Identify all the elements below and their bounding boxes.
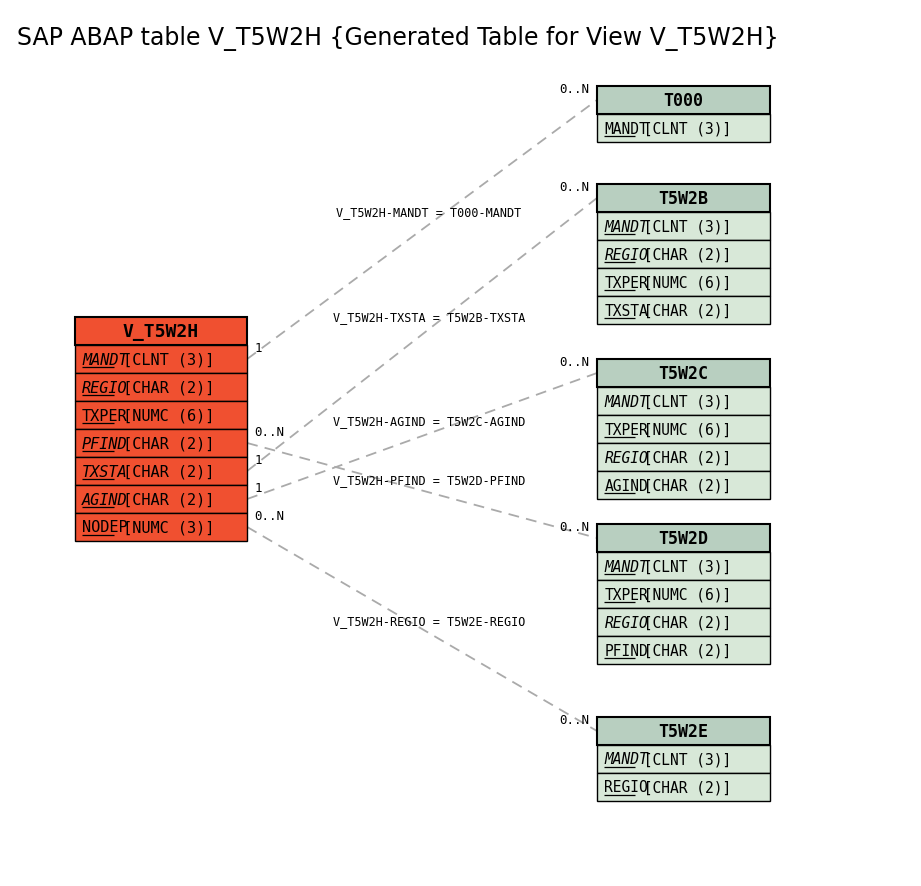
Text: 0..N: 0..N [254,509,285,523]
Text: [CHAR (2)]: [CHAR (2)] [635,642,731,657]
Text: [CHAR (2)]: [CHAR (2)] [635,780,731,795]
Text: [NUMC (6)]: [NUMC (6)] [635,422,731,437]
Text: SAP ABAP table V_T5W2H {Generated Table for View V_T5W2H}: SAP ABAP table V_T5W2H {Generated Table … [17,26,778,51]
Text: MANDT: MANDT [604,559,648,574]
Text: TXSTA: TXSTA [604,303,648,318]
Bar [597,115,770,143]
Bar [597,636,770,664]
Text: NODEP: NODEP [82,520,128,535]
Text: AGIND: AGIND [604,478,648,493]
Text: [CLNT (3)]: [CLNT (3)] [635,751,731,766]
Bar [597,241,770,268]
Text: 0..N: 0..N [254,425,285,439]
Bar [597,773,770,801]
Text: REGIO: REGIO [604,780,648,795]
Text: TXSTA: TXSTA [82,464,128,479]
Text: [NUMC (6)]: [NUMC (6)] [114,408,215,423]
Bar [597,360,770,387]
Text: [NUMC (3)]: [NUMC (3)] [114,520,215,535]
Text: REGIO: REGIO [604,615,648,630]
Text: [CHAR (2)]: [CHAR (2)] [114,436,215,451]
Text: 0..N: 0..N [559,83,589,96]
Bar [75,430,247,457]
Text: REGIO: REGIO [604,450,648,465]
Text: [NUMC (6)]: [NUMC (6)] [635,276,731,291]
Text: [CLNT (3)]: [CLNT (3)] [635,219,731,234]
Bar [597,745,770,773]
Text: MANDT: MANDT [604,219,648,234]
Bar [75,401,247,430]
Text: [NUMC (6)]: [NUMC (6)] [635,587,731,602]
Bar [597,471,770,500]
Text: V_T5W2H-PFIND = T5W2D-PFIND: V_T5W2H-PFIND = T5W2D-PFIND [332,474,525,486]
Text: 1: 1 [254,481,262,494]
Bar [597,717,770,745]
Bar [597,387,770,416]
Text: 0..N: 0..N [559,520,589,533]
Text: [CLNT (3)]: [CLNT (3)] [635,121,731,136]
Text: [CHAR (2)]: [CHAR (2)] [635,615,731,630]
Text: [CHAR (2)]: [CHAR (2)] [635,450,731,465]
Text: T5W2C: T5W2C [659,364,708,383]
Bar [597,297,770,324]
Text: 0..N: 0..N [559,181,589,194]
Text: [CHAR (2)]: [CHAR (2)] [635,478,731,493]
Text: [CLNT (3)]: [CLNT (3)] [114,352,215,367]
Bar [75,457,247,486]
Bar [597,87,770,115]
Text: T000: T000 [663,92,704,110]
Text: PFIND: PFIND [82,436,128,451]
Text: V_T5W2H: V_T5W2H [122,323,199,340]
Text: [CLNT (3)]: [CLNT (3)] [635,559,731,574]
Bar [75,513,247,541]
Bar [75,486,247,513]
Text: 1: 1 [254,342,262,354]
Text: TXPER: TXPER [604,587,648,602]
Text: [CHAR (2)]: [CHAR (2)] [114,492,215,507]
Text: TXPER: TXPER [82,408,128,423]
Text: MANDT: MANDT [604,751,648,766]
Text: TXPER: TXPER [604,422,648,437]
Bar [75,318,247,346]
Text: MANDT: MANDT [604,394,648,409]
Bar [597,580,770,609]
Bar [75,346,247,374]
Text: T5W2E: T5W2E [659,722,708,740]
Text: V_T5W2H-MANDT = T000-MANDT: V_T5W2H-MANDT = T000-MANDT [336,206,521,219]
Text: MANDT: MANDT [604,121,648,136]
Bar [597,416,770,444]
Bar [597,213,770,241]
Text: [CHAR (2)]: [CHAR (2)] [635,303,731,318]
Bar [597,552,770,580]
Text: 0..N: 0..N [559,355,589,369]
Text: T5W2D: T5W2D [659,530,708,548]
Bar [597,268,770,297]
Bar [597,444,770,471]
Text: REGIO: REGIO [82,380,128,395]
Text: REGIO: REGIO [604,247,648,262]
Bar [597,525,770,552]
Text: 1: 1 [254,454,262,466]
Text: [CHAR (2)]: [CHAR (2)] [114,380,215,395]
Text: V_T5W2H-REGIO = T5W2E-REGIO: V_T5W2H-REGIO = T5W2E-REGIO [332,614,525,627]
Text: AGIND: AGIND [82,492,128,507]
Bar [75,374,247,401]
Text: PFIND: PFIND [604,642,648,657]
Text: V_T5W2H-AGIND = T5W2C-AGIND: V_T5W2H-AGIND = T5W2C-AGIND [332,415,525,428]
Text: TXPER: TXPER [604,276,648,291]
Bar [597,609,770,636]
Text: [CLNT (3)]: [CLNT (3)] [635,394,731,409]
Text: V_T5W2H-TXSTA = T5W2B-TXSTA: V_T5W2H-TXSTA = T5W2B-TXSTA [332,311,525,323]
Text: [CHAR (2)]: [CHAR (2)] [635,247,731,262]
Text: T5W2B: T5W2B [659,190,708,207]
Text: [CHAR (2)]: [CHAR (2)] [114,464,215,479]
Text: 0..N: 0..N [559,713,589,727]
Text: MANDT: MANDT [82,352,128,367]
Bar [597,185,770,213]
